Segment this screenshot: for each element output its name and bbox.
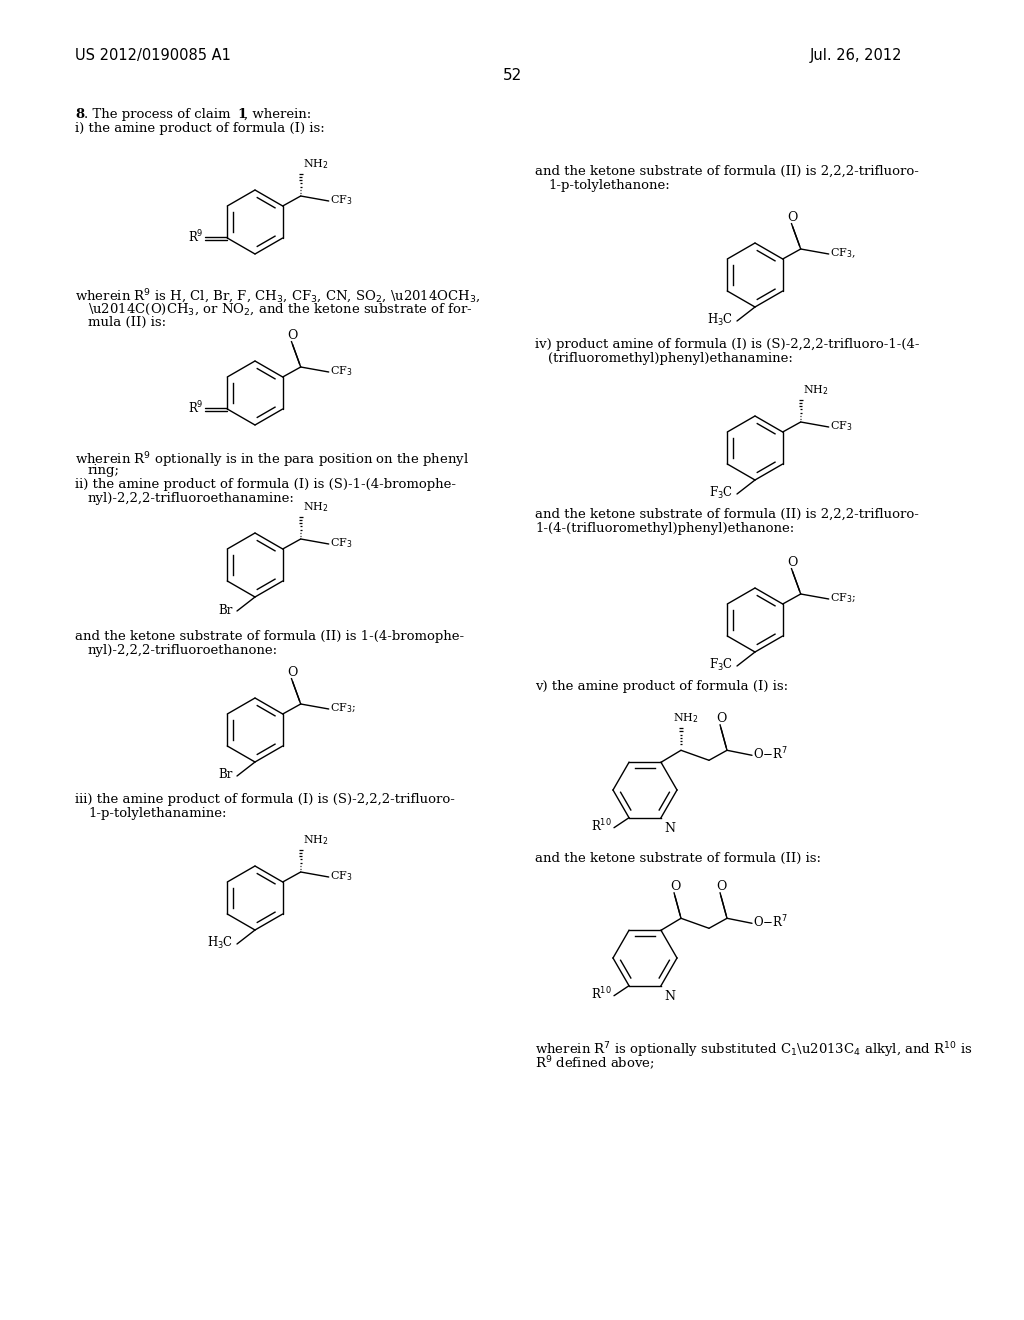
Text: CF$_3$: CF$_3$ xyxy=(330,193,352,207)
Text: H$_3$C: H$_3$C xyxy=(707,312,733,329)
Text: . The process of claim: . The process of claim xyxy=(84,108,234,121)
Text: NH$_2$: NH$_2$ xyxy=(303,157,329,172)
Text: Br: Br xyxy=(219,603,233,616)
Text: mula (II) is:: mula (II) is: xyxy=(88,315,166,329)
Text: O$-$R$^7$: O$-$R$^7$ xyxy=(753,746,787,763)
Text: O: O xyxy=(716,713,726,725)
Text: 1-p-tolylethanone:: 1-p-tolylethanone: xyxy=(548,180,670,191)
Text: CF$_3$: CF$_3$ xyxy=(330,869,352,883)
Text: v) the amine product of formula (I) is:: v) the amine product of formula (I) is: xyxy=(535,680,788,693)
Text: 1-(4-(trifluoromethyl)phenyl)ethanone:: 1-(4-(trifluoromethyl)phenyl)ethanone: xyxy=(535,521,795,535)
Text: and the ketone substrate of formula (II) is 2,2,2-trifluoro-: and the ketone substrate of formula (II)… xyxy=(535,508,919,521)
Text: O: O xyxy=(288,667,298,678)
Text: O: O xyxy=(670,880,680,894)
Text: R$^{10}$: R$^{10}$ xyxy=(591,817,612,834)
Text: NH$_2$: NH$_2$ xyxy=(303,833,329,847)
Text: CF$_3$;: CF$_3$; xyxy=(330,701,356,715)
Text: CF$_3$: CF$_3$ xyxy=(829,420,852,433)
Text: CF$_3$,: CF$_3$, xyxy=(829,247,856,260)
Text: (trifluoromethyl)phenyl)ethanamine:: (trifluoromethyl)phenyl)ethanamine: xyxy=(548,352,793,366)
Text: US 2012/0190085 A1: US 2012/0190085 A1 xyxy=(75,48,230,63)
Text: Jul. 26, 2012: Jul. 26, 2012 xyxy=(810,48,902,63)
Text: i) the amine product of formula (I) is:: i) the amine product of formula (I) is: xyxy=(75,121,325,135)
Text: CF$_3$;: CF$_3$; xyxy=(829,591,856,605)
Text: nyl)-2,2,2-trifluoroethanamine:: nyl)-2,2,2-trifluoroethanamine: xyxy=(88,492,295,506)
Text: , wherein:: , wherein: xyxy=(244,108,311,121)
Text: NH$_2$: NH$_2$ xyxy=(803,383,828,397)
Text: 8: 8 xyxy=(75,108,84,121)
Text: wherein R$^9$ is H, Cl, Br, F, CH$_3$, CF$_3$, CN, SO$_2$, \u2014OCH$_3$,: wherein R$^9$ is H, Cl, Br, F, CH$_3$, C… xyxy=(75,288,480,306)
Text: H$_3$C: H$_3$C xyxy=(207,935,233,950)
Text: NH$_2$: NH$_2$ xyxy=(673,711,698,725)
Text: N: N xyxy=(664,990,675,1003)
Text: F$_3$C: F$_3$C xyxy=(709,657,733,673)
Text: R$^{10}$: R$^{10}$ xyxy=(591,986,612,1002)
Text: and the ketone substrate of formula (II) is 2,2,2-trifluoro-: and the ketone substrate of formula (II)… xyxy=(535,165,919,178)
Text: O: O xyxy=(288,329,298,342)
Text: iii) the amine product of formula (I) is (S)-2,2,2-trifluoro-: iii) the amine product of formula (I) is… xyxy=(75,793,455,807)
Text: ring;: ring; xyxy=(88,465,120,477)
Text: R$^9$: R$^9$ xyxy=(187,228,204,246)
Text: ii) the amine product of formula (I) is (S)-1-(4-bromophe-: ii) the amine product of formula (I) is … xyxy=(75,478,456,491)
Text: \u2014C(O)CH$_3$, or NO$_2$, and the ketone substrate of for-: \u2014C(O)CH$_3$, or NO$_2$, and the ket… xyxy=(88,302,473,318)
Text: and the ketone substrate of formula (II) is:: and the ketone substrate of formula (II)… xyxy=(535,851,821,865)
Text: 52: 52 xyxy=(503,69,521,83)
Text: NH$_2$: NH$_2$ xyxy=(303,500,329,513)
Text: 1-p-tolylethanamine:: 1-p-tolylethanamine: xyxy=(88,807,226,820)
Text: CF$_3$: CF$_3$ xyxy=(330,364,352,378)
Text: N: N xyxy=(664,822,675,834)
Text: O: O xyxy=(787,211,798,224)
Text: wherein R$^7$ is optionally substituted C$_1$\u2013C$_4$ alkyl, and R$^{10}$ is: wherein R$^7$ is optionally substituted … xyxy=(535,1040,973,1060)
Text: 1: 1 xyxy=(237,108,246,121)
Text: iv) product amine of formula (I) is (S)-2,2,2-trifluoro-1-(4-: iv) product amine of formula (I) is (S)-… xyxy=(535,338,920,351)
Text: O: O xyxy=(787,556,798,569)
Text: Br: Br xyxy=(219,768,233,781)
Text: CF$_3$: CF$_3$ xyxy=(330,536,352,550)
Text: R$^9$ defined above;: R$^9$ defined above; xyxy=(535,1055,655,1073)
Text: O: O xyxy=(716,880,726,894)
Text: and the ketone substrate of formula (II) is 1-(4-bromophe-: and the ketone substrate of formula (II)… xyxy=(75,630,464,643)
Text: O$-$R$^7$: O$-$R$^7$ xyxy=(753,913,787,931)
Text: wherein R$^9$ optionally is in the para position on the phenyl: wherein R$^9$ optionally is in the para … xyxy=(75,450,469,470)
Text: R$^9$: R$^9$ xyxy=(187,400,204,416)
Text: nyl)-2,2,2-trifluoroethanone:: nyl)-2,2,2-trifluoroethanone: xyxy=(88,644,279,657)
Text: F$_3$C: F$_3$C xyxy=(709,484,733,502)
